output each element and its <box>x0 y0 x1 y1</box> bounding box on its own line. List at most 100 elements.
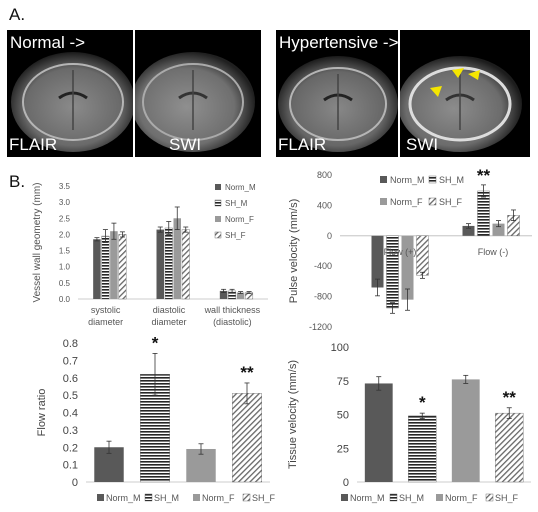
chart-vessel-wall-geometry: 0.0 0.5 1.0 1.5 2.0 2.5 3.0 3.5 Vessel wall geom… <box>32 182 268 327</box>
arrowhead-icon <box>468 70 480 80</box>
significance-marker: ** <box>240 363 254 382</box>
y-tick-label: 3.0 <box>59 198 71 207</box>
bar <box>118 234 127 300</box>
normal-label: Normal -> <box>10 33 86 52</box>
legend-label: Norm_F <box>445 493 478 503</box>
legend-label: SH_F <box>495 493 519 503</box>
brain-image <box>278 56 398 152</box>
bar <box>181 229 190 300</box>
legend-label: SH_M <box>225 199 248 208</box>
mri-normal-flair: FLAIR <box>7 30 133 157</box>
mri-seq-label: FLAIR <box>9 135 58 154</box>
legend-label: Norm_M <box>390 175 425 185</box>
arrowhead-icon <box>452 68 464 78</box>
panel-a-label: A. <box>9 5 26 24</box>
bar <box>173 218 181 299</box>
legend-swatch <box>380 198 387 205</box>
brain-image <box>135 52 255 152</box>
bar <box>364 383 393 482</box>
legend-swatch <box>436 494 443 501</box>
y-tick-label: 0.6 <box>63 373 78 385</box>
legend-label: Norm_F <box>225 215 254 224</box>
legend-swatch <box>242 493 251 502</box>
x-tick-label: Flow (+) <box>384 247 417 257</box>
legend-swatch <box>97 494 104 501</box>
legend-swatch <box>428 197 437 206</box>
bar <box>492 223 505 236</box>
legend-swatch <box>215 216 221 222</box>
y-tick-label: 0.3 <box>63 425 78 437</box>
bar <box>232 393 262 483</box>
bar <box>477 190 490 236</box>
legend-label: Norm_F <box>390 197 423 207</box>
y-tick-label: 2.5 <box>59 214 71 223</box>
x-tick-label: wall thickness <box>204 305 261 315</box>
brain-image <box>11 52 133 152</box>
y-axis-title: Vessel wall geometry (mm) <box>32 182 43 302</box>
y-tick-label: 0.5 <box>63 390 78 402</box>
y-tick-label: -800 <box>314 292 332 302</box>
arrowhead-icon <box>430 86 442 97</box>
legend-swatch <box>214 199 222 207</box>
y-tick-label: 0 <box>343 477 349 489</box>
y-tick-label: 75 <box>337 376 349 388</box>
x-tick-label: diameter <box>151 317 186 327</box>
y-tick-label: 0.0 <box>59 295 71 304</box>
legend-swatch <box>485 493 494 502</box>
legend-swatch <box>380 176 387 183</box>
legend-swatch <box>215 184 221 190</box>
legend-label: SH_F <box>252 493 276 503</box>
y-tick-label: 100 <box>331 342 349 354</box>
legend-label: Norm_M <box>106 493 141 503</box>
mri-seq-label: SWI <box>406 135 439 154</box>
x-tick-label: systolic <box>91 305 121 315</box>
bar <box>408 415 437 483</box>
legend-swatch <box>193 494 200 501</box>
bar <box>495 412 524 483</box>
y-tick-label: 400 <box>317 200 332 210</box>
y-tick-label: 0.1 <box>63 460 78 472</box>
significance-marker: ** <box>477 166 491 185</box>
bar <box>156 229 164 299</box>
significance-marker: * <box>419 393 426 412</box>
brain-image <box>400 56 522 152</box>
legend-label: SH_F <box>439 197 463 207</box>
mri-normal-swi: SWI <box>135 30 261 157</box>
legend-swatch <box>341 494 348 501</box>
significance-marker: * <box>152 333 159 352</box>
x-tick-label: diastolic <box>153 305 186 315</box>
bar <box>110 231 118 299</box>
y-tick-label: 2.0 <box>59 230 71 239</box>
y-tick-label: 3.5 <box>59 182 71 191</box>
legend-swatch <box>214 231 222 239</box>
y-tick-label: -400 <box>314 261 332 271</box>
y-tick-label: 0.5 <box>59 279 71 288</box>
y-tick-label: -1200 <box>309 322 332 332</box>
bar <box>371 235 384 288</box>
y-tick-label: 800 <box>317 170 332 180</box>
bar <box>236 292 245 299</box>
y-tick-label: 0.8 <box>63 338 78 350</box>
legend-label: SH_M <box>154 493 179 503</box>
y-tick-label: 25 <box>337 443 349 455</box>
x-tick-label: diameter <box>88 317 123 327</box>
legend-swatch <box>428 175 437 184</box>
y-tick-label: 0 <box>327 231 332 241</box>
legend-swatch <box>144 493 153 502</box>
legend-label: Norm_M <box>225 183 256 192</box>
hypertensive-label: Hypertensive -> <box>279 33 399 52</box>
chart-pulse-velocity: -1200 -800 -400 0 400 800 Pulse velocity (mm/s… <box>288 166 532 332</box>
y-axis-title: Tissue velocity (mm/s) <box>287 360 299 469</box>
y-tick-label: 1.5 <box>59 247 71 256</box>
panel-b-label: B. <box>9 172 26 191</box>
bar <box>101 235 110 300</box>
y-tick-label: 0.2 <box>63 442 78 454</box>
y-axis-title: Flow ratio <box>36 389 48 437</box>
bar <box>451 379 480 482</box>
bar <box>219 290 228 299</box>
x-tick-label: (diastolic) <box>213 317 252 327</box>
mri-seq-label: FLAIR <box>278 135 327 154</box>
y-axis-title: Pulse velocity (mm/s) <box>288 199 300 304</box>
y-tick-label: 1.0 <box>59 263 71 272</box>
